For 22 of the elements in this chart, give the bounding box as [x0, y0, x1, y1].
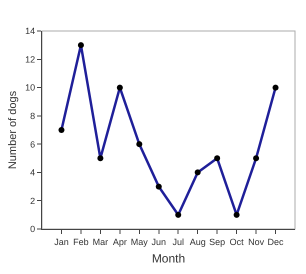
y-tick-label: 6	[30, 139, 36, 150]
y-tick-label: 12	[25, 54, 36, 64]
x-tick-label: Mar	[92, 236, 108, 247]
x-tick-label: Dec	[268, 236, 284, 247]
y-tick-label: 0	[30, 224, 36, 234]
x-tick-label: Aug	[190, 236, 206, 247]
x-tick-label: Jan	[54, 236, 69, 247]
x-tick-label: Feb	[73, 236, 89, 247]
x-axis-title: Month	[152, 252, 186, 266]
x-tick-label: May	[130, 236, 148, 247]
y-tick-label: 14	[25, 26, 36, 36]
x-tick-label: Apr	[112, 236, 127, 247]
y-tick-label: 2	[30, 196, 36, 206]
y-tick-label: 4	[30, 168, 36, 178]
x-tick-label: Jun	[152, 236, 166, 247]
y-tick-label: 10	[25, 82, 36, 93]
x-tick-label: Jul	[172, 236, 184, 247]
x-tick-label: Nov	[248, 236, 265, 247]
y-tick-label: 8	[30, 111, 36, 122]
x-tick-label: Oct	[230, 236, 244, 247]
x-tick-label: Sep	[209, 236, 226, 247]
y-axis-title: Number of dogs	[6, 90, 19, 170]
